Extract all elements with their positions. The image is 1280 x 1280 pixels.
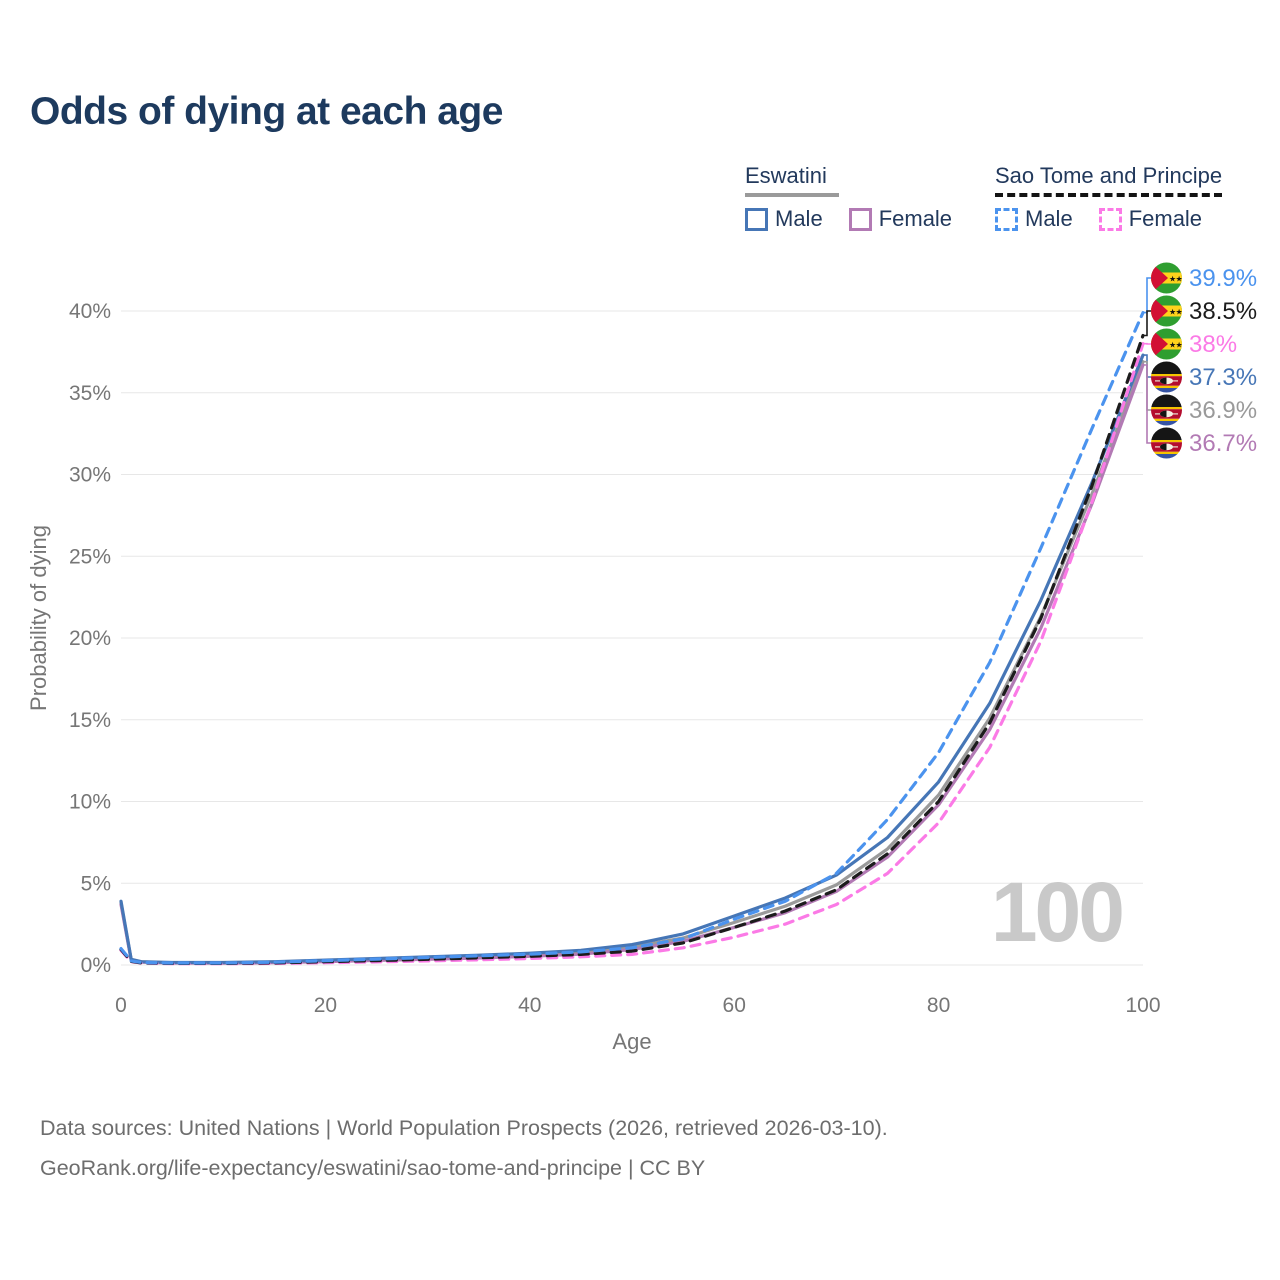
end-value-label-stp-male: 39.9% xyxy=(1189,265,1257,292)
y-tick-label: 25% xyxy=(69,545,111,568)
swz-flag-icon xyxy=(1151,428,1182,459)
series-line-stp-male[interactable] xyxy=(119,311,1145,965)
footer-attribution-link[interactable]: GeoRank.org/life-expectancy/eswatini/sao… xyxy=(40,1156,706,1180)
x-axis-title: Age xyxy=(612,1029,651,1054)
y-tick-label: 20% xyxy=(69,627,111,650)
legend-group-eswatini: Eswatini Male Female xyxy=(745,163,952,232)
legend-header-sao-tome[interactable]: Sao Tome and Principe xyxy=(995,163,1223,197)
end-value-label-eswatini-female: 36.7% xyxy=(1189,430,1257,457)
x-tick-label: 100 xyxy=(1125,994,1160,1017)
legend-item-stp-female[interactable]: Female xyxy=(1098,206,1203,232)
legend-row-sao-tome: Male Female xyxy=(995,206,1222,232)
series-line-eswatini-male[interactable] xyxy=(119,353,1145,965)
legend-row-eswatini: Male Female xyxy=(745,206,952,232)
legend-label-eswatini-female: Female xyxy=(878,206,953,231)
end-value-label-eswatini-all: 36.9% xyxy=(1189,397,1257,424)
y-axis-title: Probability of dying xyxy=(26,525,51,711)
y-tick-label: 0% xyxy=(81,954,111,977)
stp-flag-icon xyxy=(1151,296,1183,327)
y-tick-label: 5% xyxy=(81,872,111,895)
axis-ticks: 0% 5% 10% 15% 20% 25% 30% 35% 40% 0 20 40 60 80 100 xyxy=(69,300,1161,1017)
x-tick-label: 20 xyxy=(314,994,337,1017)
legend-label-stp-male: Male xyxy=(1025,206,1073,231)
series-line-stp-female[interactable] xyxy=(119,342,1145,966)
stp-flag-icon xyxy=(1151,329,1183,360)
x-tick-label: 60 xyxy=(723,994,746,1017)
eswatini-male-swatch-icon xyxy=(745,207,768,231)
age-counter-watermark: 100 xyxy=(991,865,1122,959)
legend-item-eswatini-female[interactable]: Female xyxy=(848,206,953,232)
end-label-connector xyxy=(1143,277,1151,314)
y-tick-label: 10% xyxy=(69,791,111,814)
series-end-labels: 39.9% 38.5% 38% 37.3% 36.9% 36.7% xyxy=(1143,263,1257,459)
gridlines xyxy=(121,310,1143,966)
stp-flag-icon xyxy=(1151,263,1183,294)
legend-group-sao-tome: Sao Tome and Principe Male Female xyxy=(995,163,1223,232)
x-tick-label: 40 xyxy=(518,994,541,1017)
legend-label-eswatini-male: Male xyxy=(775,206,823,231)
end-value-label-stp-female: 38% xyxy=(1189,331,1237,358)
swz-flag-icon xyxy=(1151,395,1182,426)
swz-flag-icon xyxy=(1151,362,1182,393)
y-tick-label: 40% xyxy=(69,300,111,323)
end-value-label-eswatini-male: 37.3% xyxy=(1189,364,1257,391)
end-label-connector xyxy=(1143,310,1151,337)
footer-data-sources: Data sources: United Nations | World Pop… xyxy=(40,1116,888,1140)
end-label-connector xyxy=(1143,364,1151,444)
series-line-stp-all[interactable] xyxy=(119,333,1145,966)
y-tick-label: 15% xyxy=(69,709,111,732)
legend-label-stp-female: Female xyxy=(1128,206,1203,231)
eswatini-female-swatch-icon xyxy=(848,207,872,231)
stp-male-swatch-icon xyxy=(995,207,1018,231)
series-lines xyxy=(119,311,1145,966)
footer: Data sources: United Nations | World Pop… xyxy=(40,1108,888,1188)
stp-female-swatch-icon xyxy=(1098,207,1122,231)
y-tick-label: 30% xyxy=(69,464,111,487)
legend-item-stp-male[interactable]: Male xyxy=(995,206,1073,232)
y-tick-label: 35% xyxy=(69,382,111,405)
x-tick-label: 0 xyxy=(115,994,127,1017)
page-title: Odds of dying at each age xyxy=(30,90,503,133)
x-tick-label: 80 xyxy=(927,994,950,1017)
legend-header-eswatini[interactable]: Eswatini xyxy=(745,163,839,197)
legend-item-eswatini-male[interactable]: Male xyxy=(745,206,823,232)
end-value-label-stp-all: 38.5% xyxy=(1189,298,1257,325)
